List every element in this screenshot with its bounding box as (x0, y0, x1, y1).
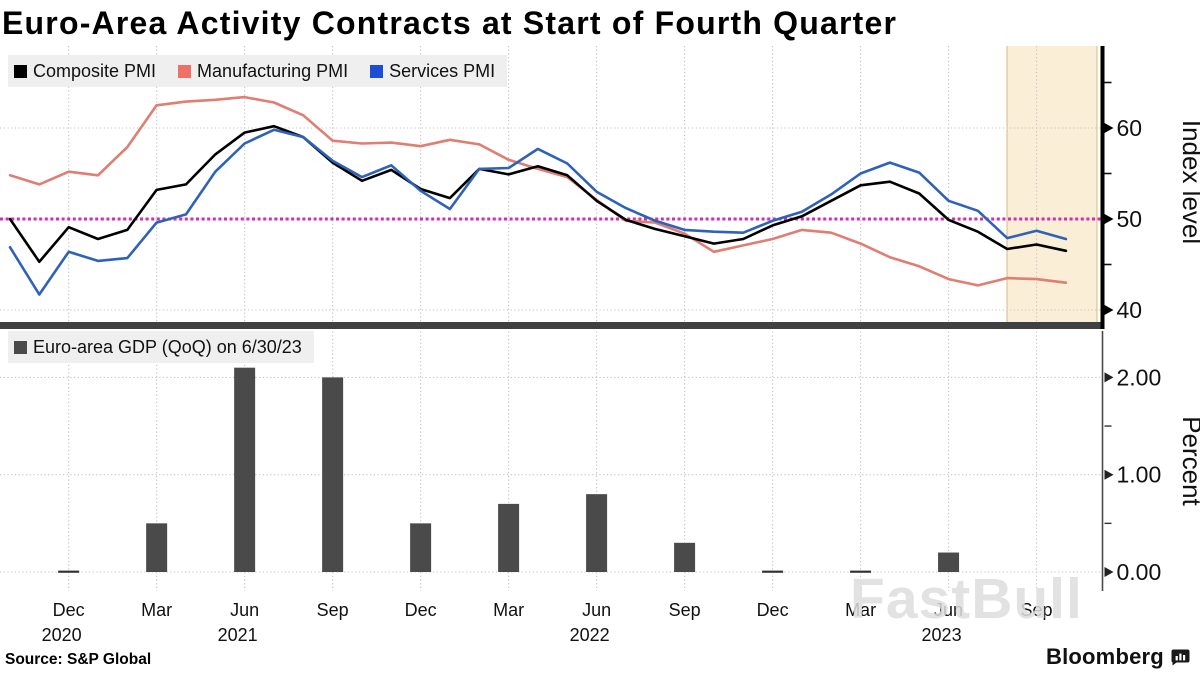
legend-label-manufacturing: Manufacturing PMI (197, 60, 349, 81)
gdp-bar (234, 367, 256, 572)
xtick-year-label: 2020 (42, 625, 82, 645)
legend-label-gdp: Euro-area GDP (QoQ) on 6/30/23 (33, 336, 302, 357)
axis-tick-arrow-icon (1104, 123, 1114, 133)
gdp-bar (410, 523, 432, 572)
axis-tick-arrow-icon (1104, 469, 1114, 480)
xtick-month-label: Mar (845, 600, 876, 620)
services-line (8, 128, 1068, 296)
services-swatch-icon (370, 64, 384, 78)
xtick-month-label: Dec (53, 600, 85, 620)
axis-tick-arrow-icon (1104, 305, 1114, 315)
xtick-month-label: Sep (317, 600, 349, 620)
bloomberg-logo-text: Bloomberg (1046, 644, 1164, 669)
gdp-zero-bar (850, 570, 872, 573)
xtick-month-label: Sep (669, 600, 701, 620)
xtick-month-label: Mar (141, 600, 172, 620)
legend-item-services[interactable]: Services PMI (370, 61, 495, 82)
manufacturing-swatch-icon (178, 64, 192, 78)
gdp-ytick-label: 2.00 (1117, 364, 1162, 390)
gdp-panel (0, 331, 1101, 591)
gdp-zero-bar (58, 570, 80, 573)
gdp-bar (938, 552, 960, 572)
xtick-month-label: Dec (757, 600, 789, 620)
axis-tick-arrow-icon (1104, 214, 1114, 224)
gdp-bar (586, 494, 608, 572)
xtick-year-label: 2023 (922, 625, 962, 645)
bloomberg-chart-bubble-icon (1171, 649, 1190, 665)
legend-label-composite: Composite PMI (33, 60, 157, 81)
pmi-axis-title: Index level (1177, 120, 1200, 244)
q4-highlight-region (1007, 46, 1097, 322)
gdp-zero-bar (762, 570, 784, 573)
gdp-ytick-label: 0.00 (1117, 559, 1162, 585)
pmi-legend: Composite PMI Manufacturing PMI Services… (8, 55, 508, 87)
gdp-ytick-label: 1.00 (1117, 462, 1162, 488)
pmi-ytick-label: 60 (1117, 115, 1143, 141)
legend-item-composite[interactable]: Composite PMI (14, 61, 156, 82)
xtick-month-label: Dec (405, 600, 437, 620)
xtick-month-label: Mar (493, 600, 524, 620)
legend-item-manufacturing[interactable]: Manufacturing PMI (178, 61, 348, 82)
gdp-bar (498, 503, 520, 572)
xtick-year-label: 2021 (218, 625, 258, 645)
axis-tick-arrow-icon (1104, 372, 1114, 383)
panel-divider (0, 322, 1105, 329)
gdp-bar (674, 542, 696, 572)
gdp-bar (146, 523, 168, 572)
legend-item-gdp[interactable]: Euro-area GDP (QoQ) on 6/30/23 (14, 337, 302, 358)
pmi-ytick-label: 50 (1117, 206, 1143, 232)
page-title: Euro-Area Activity Contracts at Start of… (2, 5, 898, 41)
xtick-year-label: 2022 (570, 625, 610, 645)
gdp-swatch-icon (14, 340, 27, 354)
xtick-month-label: Jun (934, 600, 963, 620)
pmi-ytick-label: 40 (1117, 297, 1143, 323)
legend-label-services: Services PMI (389, 60, 496, 81)
xtick-month-label: Sep (1021, 600, 1053, 620)
gdp-legend: Euro-area GDP (QoQ) on 6/30/23 (8, 331, 314, 363)
gdp-bar (322, 377, 344, 572)
pmi-panel (0, 46, 1101, 322)
manufacturing-line (8, 95, 1068, 287)
axis-tick-arrow-icon (1104, 567, 1114, 577)
xtick-month-label: Jun (582, 600, 611, 620)
composite-swatch-icon (14, 64, 27, 78)
xtick-month-label: Jun (230, 600, 259, 620)
gdp-axis-title: Percent (1177, 416, 1200, 506)
source-attribution: Source: S&P Global (5, 651, 152, 668)
bloomberg-brand: Bloomberg (1046, 644, 1190, 670)
composite-line (8, 124, 1068, 264)
